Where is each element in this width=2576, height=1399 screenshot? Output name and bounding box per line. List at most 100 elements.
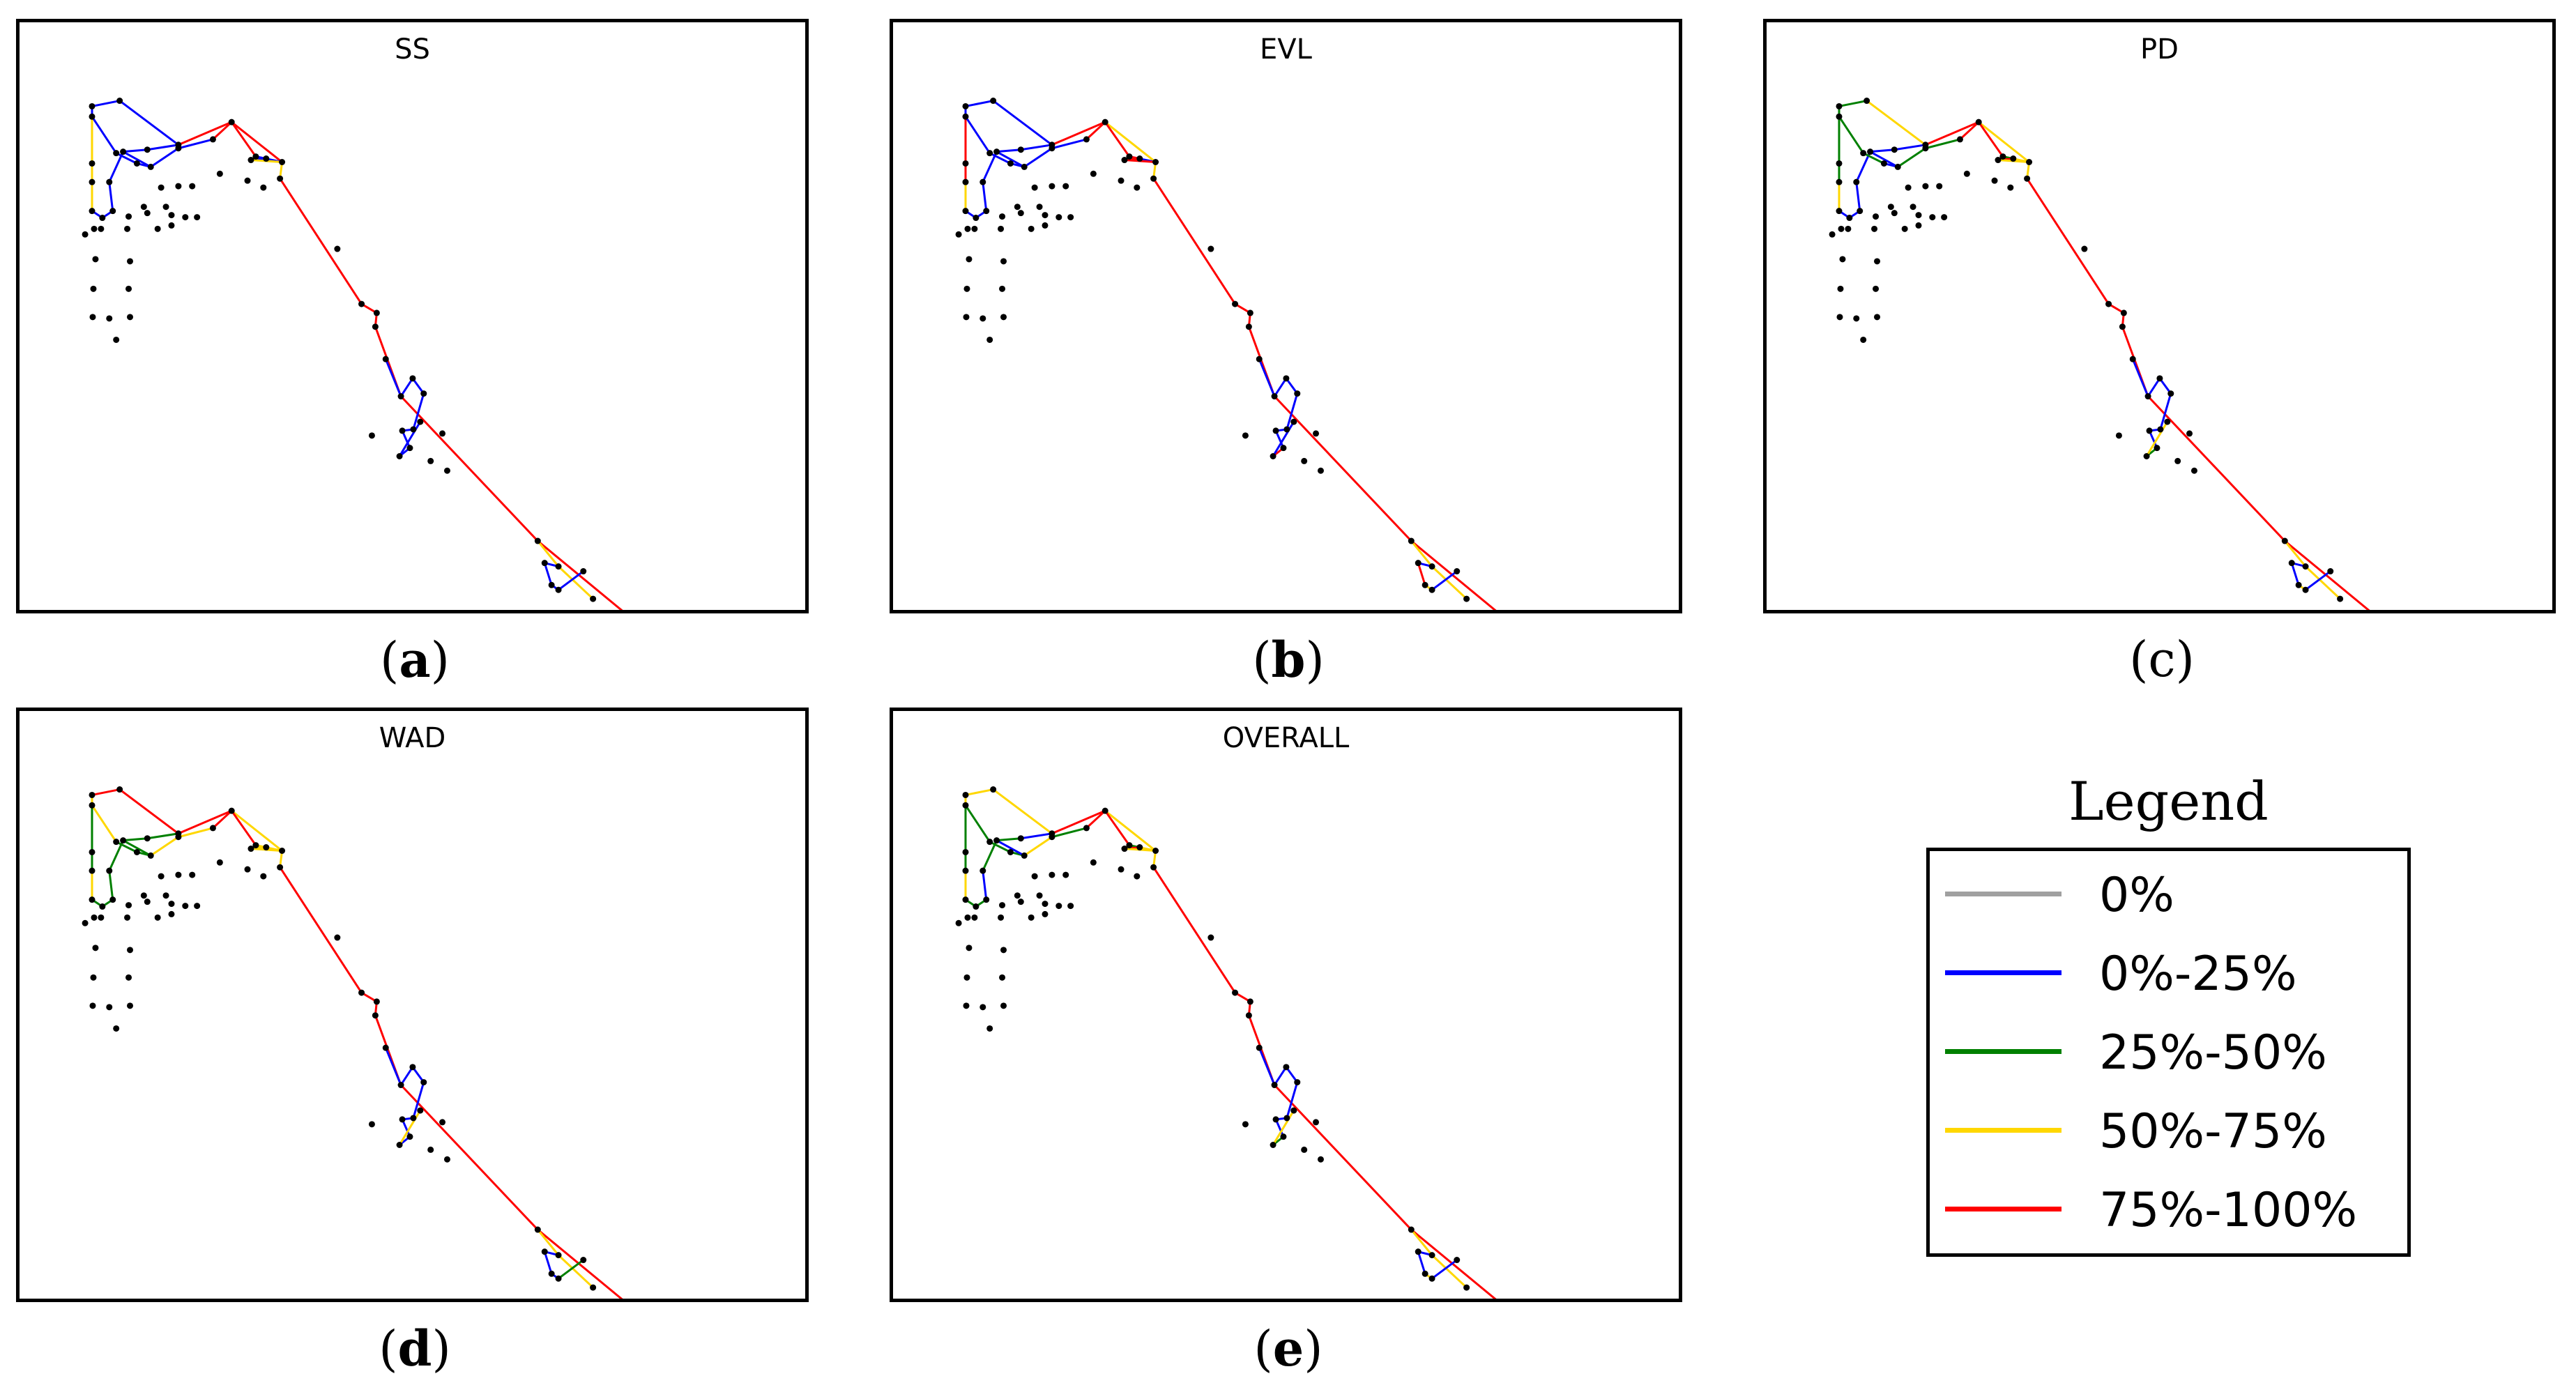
pipe-segment <box>108 181 114 211</box>
network-node <box>244 866 251 873</box>
network-node <box>443 467 450 474</box>
network-node <box>168 901 175 908</box>
pipe-segment <box>989 152 1012 165</box>
network-node <box>158 873 165 880</box>
network-node <box>1280 1133 1287 1140</box>
panel-c: PD <box>1763 19 2556 613</box>
pipe-segment <box>982 181 988 211</box>
network-node <box>182 903 189 910</box>
caption-c: (c) <box>2129 631 2195 688</box>
pipe-segment <box>1838 116 1864 154</box>
caption-d: (d) <box>379 1320 451 1377</box>
pipe-segment <box>123 837 148 842</box>
network-node <box>124 225 131 232</box>
pipe-segment <box>1977 121 2004 158</box>
network-node <box>252 842 259 849</box>
pipe-segment <box>412 393 425 430</box>
network-node <box>1838 225 1845 232</box>
pipe-segment <box>1258 358 1276 397</box>
legend-swatch <box>1945 1207 2061 1211</box>
panel-title: SS <box>395 33 430 66</box>
pipe-segment <box>1051 827 1087 839</box>
network-node <box>1853 315 1860 322</box>
pipe-segment <box>1978 121 2030 163</box>
network-node <box>279 848 286 855</box>
pipe-segment <box>1417 1251 1426 1274</box>
pipe-segment <box>108 840 124 871</box>
network-node <box>90 974 97 981</box>
network-node <box>964 914 971 921</box>
network-node <box>244 177 251 184</box>
pipe-segment <box>91 100 120 107</box>
network-node <box>396 1141 403 1148</box>
network-node <box>1836 178 1843 185</box>
pipe-segment <box>2131 358 2149 397</box>
network-node <box>1873 213 1880 220</box>
legend: 0% 0%-25% 25%-50% 50%-75% 75%-100% <box>1926 848 2411 1257</box>
network-node <box>2024 175 2031 182</box>
network-node <box>1031 184 1038 191</box>
pipe-segment <box>964 804 991 843</box>
network-node <box>964 225 971 232</box>
pipe-segment <box>399 1084 539 1231</box>
pipe-segment <box>1273 1066 1288 1086</box>
pipe-segment <box>992 100 1053 146</box>
network-node <box>1915 222 1922 229</box>
network-node <box>1042 901 1049 908</box>
pipe-segment <box>1925 138 1960 150</box>
network-node <box>980 178 986 185</box>
network-node <box>1102 807 1108 814</box>
pipe-segment <box>1855 181 1861 211</box>
pipe-segment <box>384 1047 402 1086</box>
network-node <box>1007 848 1014 855</box>
network-node <box>1028 914 1035 921</box>
network-node <box>252 153 259 160</box>
pipe-segment <box>558 570 584 591</box>
network-node <box>1062 871 1069 878</box>
pipe-segment <box>1959 121 1980 140</box>
network-node <box>1150 864 1157 871</box>
pipe-segment <box>965 788 993 796</box>
pipe-segment <box>1410 540 1497 610</box>
network-node <box>124 914 131 921</box>
network-node <box>1408 537 1415 544</box>
network-node <box>1152 159 1159 166</box>
network-node <box>555 1275 562 1282</box>
network-node <box>247 846 254 853</box>
legend-swatch <box>1945 1049 2061 1054</box>
network-node <box>89 314 96 321</box>
panel-d: WAD <box>16 708 809 1302</box>
network-node <box>1271 1082 1278 1089</box>
pipe-segment <box>1410 1228 1497 1299</box>
network-node <box>91 914 98 921</box>
pipe-segment <box>996 839 1025 857</box>
network-node <box>1991 177 1998 184</box>
network-node <box>555 586 562 593</box>
network-node <box>427 1146 434 1153</box>
network-node <box>983 896 990 903</box>
network-node <box>1836 208 1843 215</box>
pipe-segment <box>1274 1119 1285 1138</box>
network-node <box>1036 892 1043 899</box>
legend-label: 75%-100% <box>2099 1183 2358 1238</box>
pipe-segment <box>398 421 422 457</box>
caption-b: (b) <box>1252 631 1325 689</box>
network-node <box>955 231 962 238</box>
network-node <box>154 225 161 232</box>
network-node <box>1152 848 1159 855</box>
network-node <box>1067 214 1074 221</box>
pipe-segment <box>2147 395 2286 542</box>
network-node <box>1042 222 1049 229</box>
pipe-segment <box>992 788 1053 834</box>
network-node <box>993 148 1000 155</box>
network-node <box>106 178 113 185</box>
network-node <box>91 225 98 232</box>
network-node <box>1126 153 1133 160</box>
pipe-segment <box>1273 1084 1412 1231</box>
legend-item: 0%-25% <box>1930 938 2407 1008</box>
network-node <box>962 802 969 809</box>
network-node <box>417 1107 424 1114</box>
network-node <box>1049 871 1055 878</box>
panel-b: EVL <box>890 19 1682 613</box>
network-node <box>962 208 969 215</box>
